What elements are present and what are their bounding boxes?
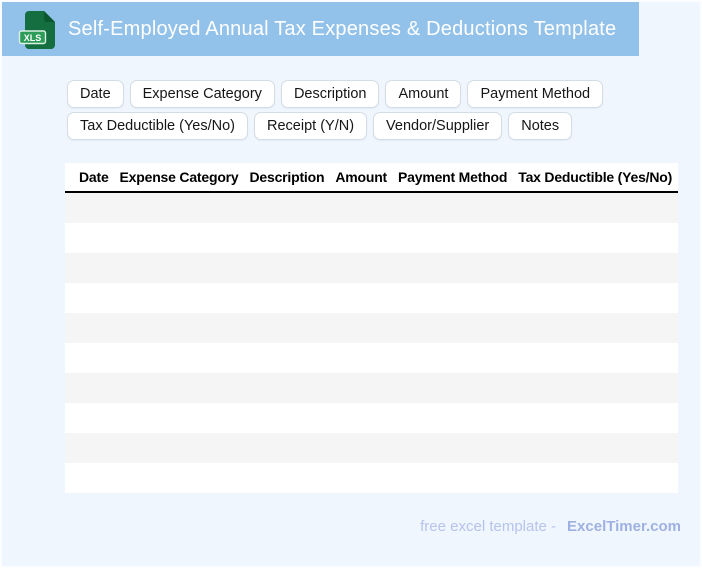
column-chip-label: Description — [293, 86, 367, 102]
table-column-header: Payment Method — [398, 169, 508, 185]
column-chip-label: Expense Category — [142, 86, 262, 102]
chip-row-1: Date Expense Category Description Amount… — [67, 80, 667, 108]
footer: free excel template - ExcelTimer.com — [420, 518, 681, 535]
table-row — [65, 343, 678, 373]
table-column-header: Expense Category — [119, 169, 239, 185]
chip-row-2: Tax Deductible (Yes/No) Receipt (Y/N) Ve… — [67, 112, 667, 140]
column-chip-label: Notes — [521, 118, 560, 134]
table-column-header: Date — [79, 169, 109, 185]
column-chip-label: Receipt (Y/N) — [267, 118, 355, 134]
table-row — [65, 433, 678, 463]
table-column-header: Description — [249, 169, 325, 185]
column-chip[interactable]: Vendor/Supplier — [373, 112, 503, 140]
table-column-header: Amount — [335, 169, 388, 185]
footer-text: free excel template - — [420, 518, 557, 535]
table-body — [65, 193, 678, 493]
column-chip-label: Vendor/Supplier — [386, 118, 490, 134]
column-chip-label: Tax Deductible (Yes/No) — [80, 118, 236, 134]
spreadsheet-table: Date Expense Category Description Amount… — [65, 163, 678, 493]
column-chip[interactable]: Expense Category — [129, 80, 275, 108]
table-row — [65, 403, 678, 433]
table-header-row: Date Expense Category Description Amount… — [65, 163, 678, 193]
titlebar: XLS Self-Employed Annual Tax Expenses & … — [2, 2, 639, 56]
column-chip[interactable]: Payment Method — [467, 80, 604, 108]
column-chip-label: Date — [80, 86, 111, 102]
table-row — [65, 253, 678, 283]
column-chip[interactable]: Receipt (Y/N) — [254, 112, 368, 140]
table-row — [65, 283, 678, 313]
column-chip[interactable]: Date — [67, 80, 124, 108]
column-chip[interactable]: Description — [280, 80, 380, 108]
column-chip[interactable]: Tax Deductible (Yes/No) — [67, 112, 249, 140]
column-chip-label: Amount — [398, 86, 449, 102]
column-chip[interactable]: Amount — [385, 80, 462, 108]
column-chip[interactable]: Notes — [508, 112, 573, 140]
xls-badge-label: XLS — [24, 32, 42, 42]
footer-brand-link[interactable]: ExcelTimer.com — [567, 518, 681, 535]
column-chips: Date Expense Category Description Amount… — [67, 80, 667, 140]
table-row — [65, 313, 678, 343]
table-row — [65, 223, 678, 253]
column-chip-label: Payment Method — [480, 86, 591, 102]
table-row — [65, 463, 678, 493]
table-column-header: Tax Deductible (Yes/No) — [518, 169, 673, 185]
page-title: Self-Employed Annual Tax Expenses & Dedu… — [68, 17, 617, 40]
xls-file-icon: XLS — [18, 10, 55, 49]
table-row — [65, 193, 678, 223]
table-row — [65, 373, 678, 403]
